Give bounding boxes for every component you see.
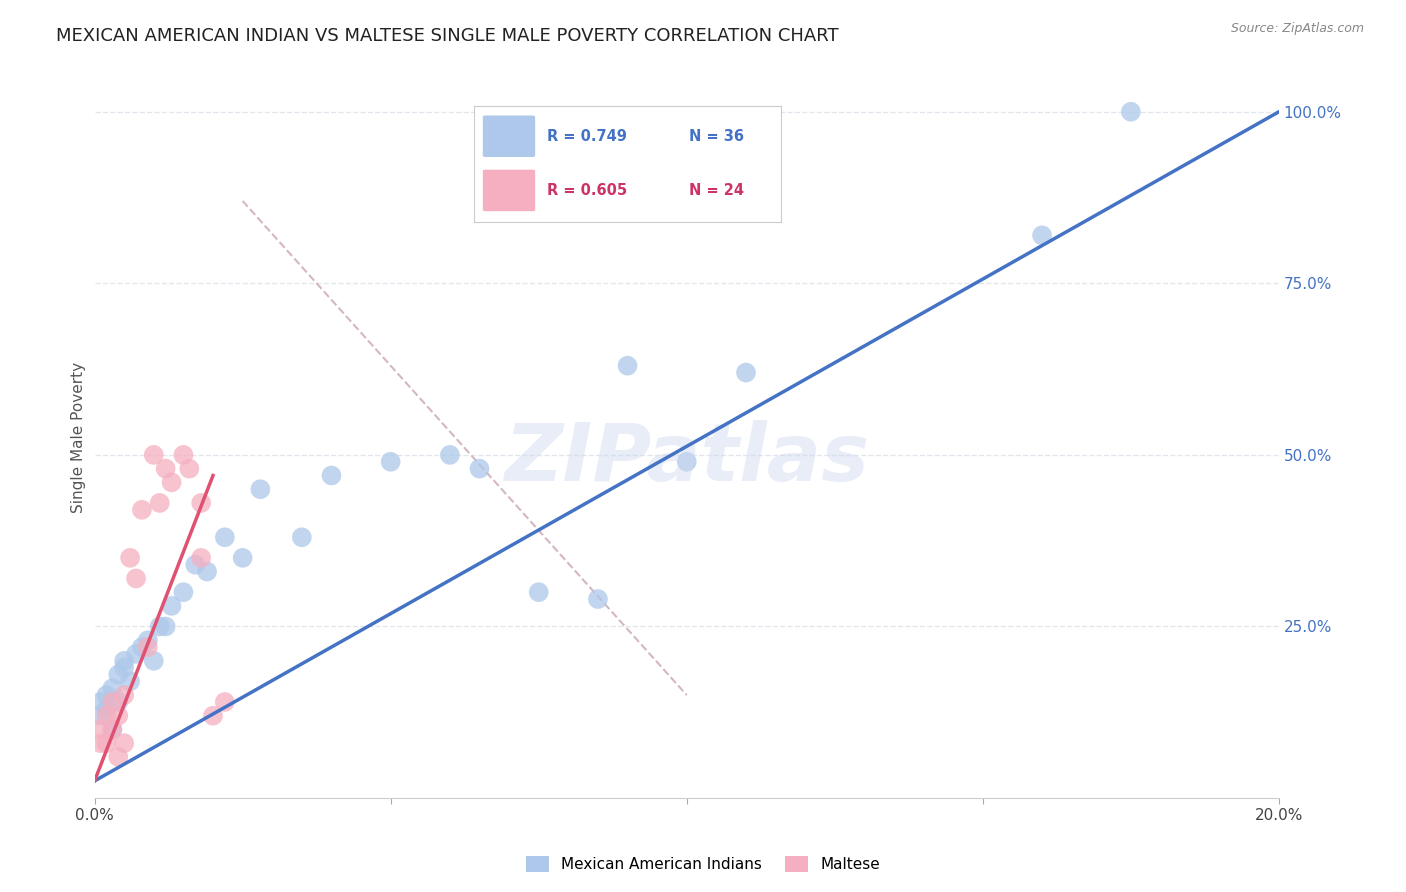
Point — [107, 695, 129, 709]
Point — [136, 640, 159, 654]
Point — [125, 647, 148, 661]
Point — [112, 654, 135, 668]
Point — [586, 592, 609, 607]
Point — [101, 681, 124, 696]
Point — [112, 736, 135, 750]
Point — [321, 468, 343, 483]
Point — [120, 674, 142, 689]
Point — [172, 585, 194, 599]
Point — [380, 455, 402, 469]
Point — [131, 640, 153, 654]
Point — [89, 708, 111, 723]
Point — [439, 448, 461, 462]
Point — [149, 619, 172, 633]
Point — [172, 448, 194, 462]
Point — [155, 619, 177, 633]
Point — [155, 461, 177, 475]
Point — [468, 461, 491, 475]
Point — [112, 688, 135, 702]
Legend: Mexican American Indians, Maltese: Mexican American Indians, Maltese — [519, 848, 887, 880]
Point — [96, 688, 118, 702]
Point — [107, 708, 129, 723]
Point — [184, 558, 207, 572]
Point — [112, 661, 135, 675]
Point — [249, 482, 271, 496]
Point — [142, 654, 165, 668]
Point — [735, 366, 758, 380]
Point — [190, 496, 212, 510]
Text: ZIPatlas: ZIPatlas — [505, 420, 869, 499]
Point — [89, 723, 111, 737]
Text: MEXICAN AMERICAN INDIAN VS MALTESE SINGLE MALE POVERTY CORRELATION CHART: MEXICAN AMERICAN INDIAN VS MALTESE SINGL… — [56, 27, 839, 45]
Point — [214, 695, 236, 709]
Point — [142, 448, 165, 462]
Y-axis label: Single Male Poverty: Single Male Poverty — [72, 362, 86, 513]
Point — [232, 550, 254, 565]
Point — [160, 599, 183, 613]
Point — [179, 461, 201, 475]
Point — [527, 585, 550, 599]
Point — [675, 455, 697, 469]
Point — [195, 565, 218, 579]
Point — [190, 550, 212, 565]
Point — [1119, 104, 1142, 119]
Point — [107, 750, 129, 764]
Point — [214, 530, 236, 544]
Point — [101, 695, 124, 709]
Point — [149, 496, 172, 510]
Point — [107, 667, 129, 681]
Text: Source: ZipAtlas.com: Source: ZipAtlas.com — [1230, 22, 1364, 36]
Point — [101, 723, 124, 737]
Point — [1031, 228, 1053, 243]
Point — [131, 503, 153, 517]
Point — [96, 736, 118, 750]
Point — [201, 708, 224, 723]
Point — [96, 702, 118, 716]
Point — [616, 359, 638, 373]
Point — [120, 550, 142, 565]
Point — [136, 633, 159, 648]
Point — [89, 695, 111, 709]
Point — [96, 708, 118, 723]
Point — [89, 736, 111, 750]
Point — [125, 571, 148, 585]
Point — [291, 530, 314, 544]
Point — [101, 723, 124, 737]
Point — [160, 475, 183, 490]
